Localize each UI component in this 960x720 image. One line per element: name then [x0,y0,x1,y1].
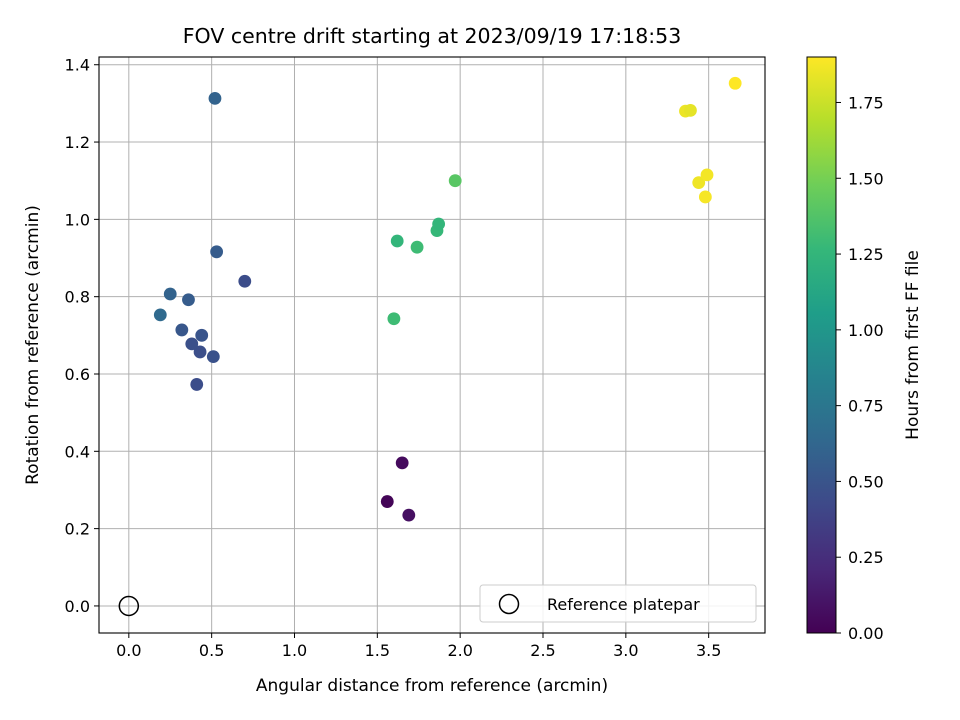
y-tick-label: 1.0 [65,210,90,229]
data-point [395,456,409,470]
data-point [238,274,252,288]
colorbar-tick-label: 1.75 [848,93,884,112]
data-point [728,76,742,90]
data-point [402,508,416,522]
y-axis-title: Rotation from reference (arcmin) [23,205,43,485]
data-point [698,190,712,204]
data-point [700,168,714,182]
data-point [182,293,195,307]
y-tick-label: 1.4 [65,56,90,75]
legend-marker [498,593,520,615]
grid [99,57,765,633]
x-axis-title: Angular distance from reference (arcmin) [256,676,608,696]
colorbar-tick-label: 1.00 [848,321,884,340]
data-point [432,217,446,231]
colorbar-tick-label: 0.75 [848,397,884,416]
colorbar-tick-label: 1.25 [848,245,884,264]
legend-box [479,584,757,623]
colorbar-gradient [806,56,837,634]
x-tick-label: 0.5 [199,641,224,660]
data-point [692,176,706,190]
legend-label: Reference platepar [547,595,700,614]
colorbar-ticks: 0.00 0.25 0.50 0.75 1.00 1.25 1.50 1.75 [836,93,884,643]
reference-marker [118,595,140,617]
x-tick-label: 2.0 [447,641,472,660]
data-point [163,287,177,301]
scatter-points [118,76,742,617]
colorbar-tick-label: 0.50 [848,472,884,491]
data-point [387,312,401,326]
legend: Reference platepar [479,584,757,623]
x-tick-label: 3.5 [696,641,721,660]
chart-title: FOV centre drift starting at 2023/09/19 … [183,24,682,48]
data-point [206,350,220,363]
x-tick-label: 2.5 [530,641,555,660]
data-point [208,91,222,105]
data-point [448,174,462,188]
data-point [380,495,394,508]
data-point [153,308,167,322]
colorbar-tick-label: 0.00 [848,624,884,643]
data-point [390,234,404,248]
colorbar-tick-label: 1.50 [848,169,884,188]
data-point [195,328,209,342]
y-tick-label: 0.0 [65,597,90,616]
y-tick-label: 0.6 [65,365,90,384]
data-point [185,337,199,351]
colorbar-title: Hours from first FF file [903,250,923,440]
y-tick-label: 1.2 [65,133,90,152]
x-tick-label: 0.0 [116,641,141,660]
data-point [684,103,697,117]
y-axis-ticks: 0.0 0.2 0.4 0.6 0.8 1.0 1.2 1.4 [65,56,99,616]
data-point [190,378,204,391]
x-tick-label: 3.0 [613,641,638,660]
y-tick-label: 0.8 [65,288,90,307]
plot-frame [98,56,766,634]
y-tick-label: 0.2 [65,520,90,539]
data-point [175,323,189,337]
colorbar: 0.00 0.25 0.50 0.75 1.00 1.25 1.50 1.75 Hours f… [806,56,923,643]
data-point [210,245,224,259]
x-tick-label: 1.5 [365,641,390,660]
data-point [193,345,207,359]
y-tick-label: 0.4 [65,442,90,461]
data-point [410,240,424,254]
x-axis-ticks: 0.0 0.5 1.0 1.5 2.0 2.5 3.0 3.5 [116,633,721,660]
x-tick-label: 1.0 [282,641,307,660]
colorbar-tick-label: 0.25 [848,548,884,567]
